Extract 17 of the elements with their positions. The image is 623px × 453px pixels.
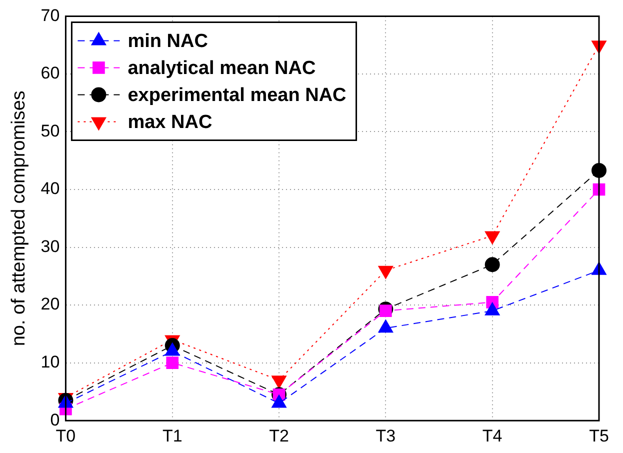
legend-label: max NAC	[128, 112, 212, 133]
legend-label: experimental mean NAC	[128, 84, 347, 106]
x-tick-label: T5	[589, 426, 609, 446]
y-axis-title: no. of attempted compromises	[8, 90, 30, 346]
y-tick-label: 20	[40, 294, 60, 314]
y-tick-label: 50	[40, 121, 60, 140]
y-tick-label: 60	[40, 64, 60, 83]
x-tick-label: T3	[376, 426, 396, 446]
y-tick-label: 70	[40, 6, 60, 25]
legend-label: min NAC	[128, 30, 208, 52]
y-tick-label: 10	[40, 352, 60, 372]
x-tick-label: T2	[269, 426, 289, 446]
x-tick-label: T1	[162, 426, 182, 446]
legend-label: analytical mean NAC	[128, 58, 316, 79]
y-tick-label: 30	[40, 236, 60, 256]
x-tick-label: T4	[482, 426, 502, 446]
y-tick-label: 40	[40, 179, 60, 198]
